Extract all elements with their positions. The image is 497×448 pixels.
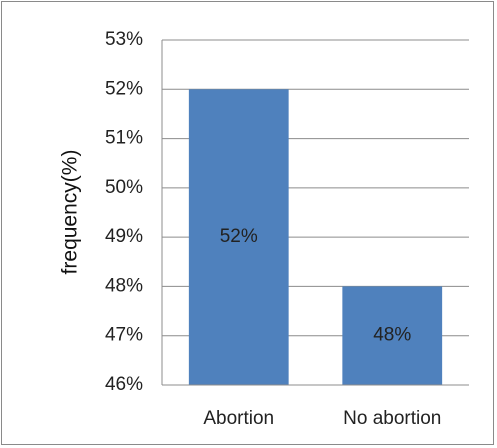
x-tick-label: Abortion <box>203 408 274 429</box>
y-tick-label: 48% <box>105 275 143 296</box>
y-tick-labels: 46% 47% 48% 49% 50% 51% 52% 53% <box>105 29 143 395</box>
y-tick-label: 53% <box>105 29 143 50</box>
bar-abortion <box>188 89 289 386</box>
y-tick-label: 52% <box>105 78 143 99</box>
data-label: 52% <box>220 226 258 247</box>
data-label: 48% <box>373 325 411 346</box>
y-tick-label: 50% <box>105 177 143 198</box>
y-axis-label: frequency(%) <box>59 150 82 275</box>
y-tick-label: 51% <box>105 128 143 149</box>
bars <box>188 89 443 386</box>
y-tick-label: 46% <box>105 374 143 395</box>
x-tick-label: No abortion <box>343 408 441 429</box>
y-tick-label: 47% <box>105 325 143 346</box>
data-labels: 52% 48% <box>220 226 412 346</box>
bar-no-abortion <box>342 286 443 385</box>
x-tick-labels: Abortion No abortion <box>203 408 441 429</box>
axes <box>161 40 469 386</box>
y-tick-label: 49% <box>105 226 143 247</box>
